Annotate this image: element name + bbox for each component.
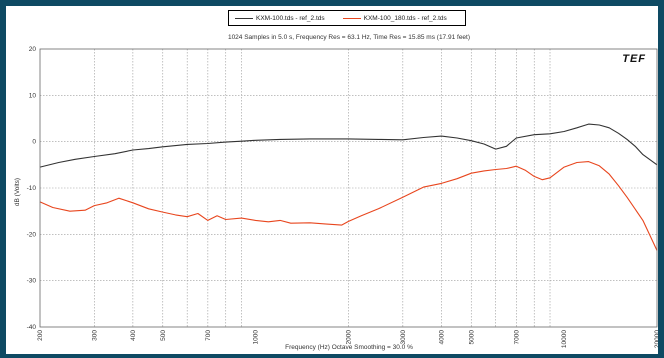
y-tick-label: 0 (32, 139, 36, 146)
frequency-response-chart: 1024 Samples in 5.0 s, Frequency Res = 6… (14, 34, 658, 351)
y-tick-label: -40 (27, 324, 37, 331)
x-tick-label: 5000 (468, 330, 475, 345)
legend-label-black: KXM-100.tds - ref_2.tds (256, 14, 325, 22)
x-tick-label: 200 (37, 330, 44, 341)
y-tick-labels: 20 10 0 -10 -20 -30 -40 (27, 46, 37, 331)
y-tick-label: -20 (27, 231, 37, 238)
x-tick-label: 500 (160, 330, 167, 341)
chart-title: 1024 Samples in 5.0 s, Frequency Res = 6… (228, 34, 470, 41)
x-tick-label: 1000 (253, 330, 260, 345)
x-tick-label: 7000 (513, 330, 520, 345)
legend-swatch-red (342, 17, 361, 19)
x-axis-label: Frequency (Hz) Octave Smoothing = 30.0 % (285, 344, 413, 351)
chart-series (39, 123, 658, 251)
legend-swatch-black (235, 17, 253, 19)
x-tick-label: 4000 (438, 330, 445, 345)
x-tick-label: 300 (91, 330, 98, 341)
legend-item-black: KXM-100.tds - ref_2.tds (235, 15, 325, 22)
x-tick-label: 10000 (561, 330, 568, 348)
x-tick-label: 400 (130, 330, 137, 341)
chart-grid (40, 49, 657, 327)
chart-legend: KXM-100.tds - ref_2.tds KXM-100_180.tds … (228, 10, 466, 26)
legend-label-red: KXM-100_180.tds - ref_2.tds (363, 14, 447, 22)
series-line-0 (39, 123, 658, 168)
series-line-1 (39, 161, 658, 251)
y-tick-label: 20 (29, 46, 37, 53)
tef-logo: TEF (622, 53, 646, 65)
legend-item-red: KXM-100_180.tds - ref_2.tds (342, 14, 447, 22)
x-tick-labels: 200 300 400 500 700 1000 2000 3000 4000 5000 7000 1… (37, 330, 658, 348)
x-tick-label: 3000 (400, 330, 407, 345)
y-tick-label: -30 (27, 278, 37, 285)
plot-border (39, 48, 658, 328)
x-tick-label: 700 (205, 330, 212, 341)
y-tick-label: 10 (29, 92, 37, 99)
x-tick-label: 20000 (654, 330, 658, 348)
y-axis-label: dB (Volts) (14, 178, 21, 206)
chart-frame: KXM-100.tds - ref_2.tds KXM-100_180.tds … (6, 6, 658, 354)
y-tick-label: -10 (27, 185, 37, 192)
x-tick-label: 2000 (346, 330, 353, 345)
